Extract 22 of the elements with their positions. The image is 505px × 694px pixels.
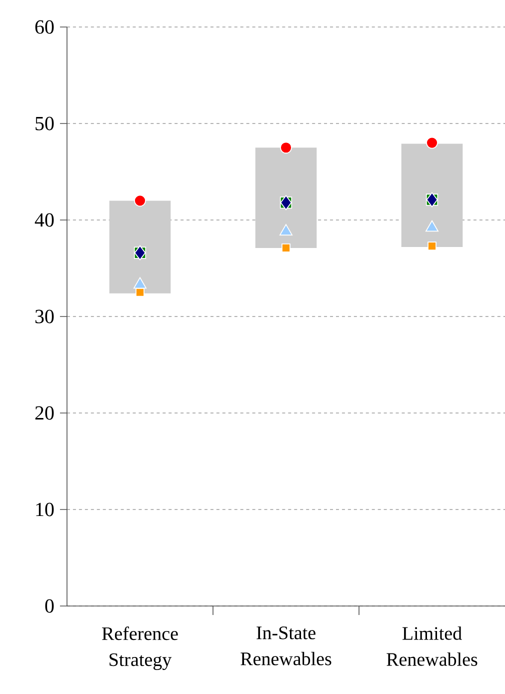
y-tick-label: 20 — [35, 406, 54, 420]
y-tick-label: 40 — [34, 213, 54, 227]
point — [136, 288, 144, 297]
bar — [255, 148, 317, 248]
point — [426, 136, 438, 149]
y-tick-label: 60 — [35, 20, 54, 34]
point — [280, 142, 292, 154]
bar — [401, 144, 463, 248]
bar — [109, 200, 171, 294]
y-tick-label: 10 — [36, 502, 54, 516]
point — [134, 194, 146, 207]
point — [133, 277, 147, 289]
x-tick-label: Reference Strategy — [102, 626, 178, 670]
point — [428, 242, 436, 250]
point — [279, 224, 293, 236]
x-tick-label: In-State Renewables — [240, 626, 332, 666]
x-tick-label: Limited Renewables — [386, 626, 478, 666]
point — [425, 220, 439, 232]
y-tick-label: 0 — [45, 599, 54, 613]
y-tick-label: 50 — [36, 116, 54, 130]
point — [282, 244, 290, 252]
y-tick-label: 30 — [35, 310, 54, 324]
